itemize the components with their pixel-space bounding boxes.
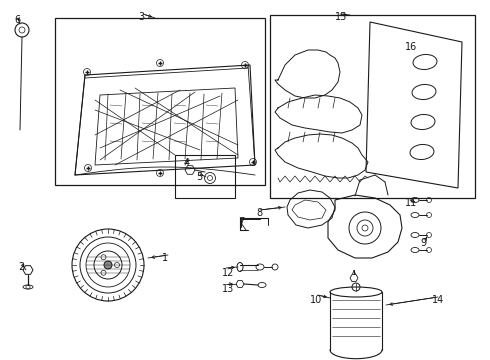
Text: 16: 16 — [405, 42, 417, 52]
Text: 4: 4 — [184, 158, 190, 168]
Text: 14: 14 — [432, 295, 444, 305]
Text: 6: 6 — [14, 15, 20, 25]
Text: 2: 2 — [18, 262, 24, 272]
Text: 7: 7 — [238, 217, 244, 227]
Text: 10: 10 — [310, 295, 322, 305]
Text: 12: 12 — [222, 268, 234, 278]
Text: 5: 5 — [196, 172, 202, 182]
Text: 13: 13 — [222, 284, 234, 294]
Text: 8: 8 — [256, 208, 262, 218]
Text: 9: 9 — [420, 238, 426, 248]
Text: 11: 11 — [405, 198, 417, 208]
Text: 3: 3 — [138, 12, 144, 22]
Text: 1: 1 — [162, 253, 168, 263]
Circle shape — [104, 261, 112, 269]
Text: 15: 15 — [335, 12, 347, 22]
